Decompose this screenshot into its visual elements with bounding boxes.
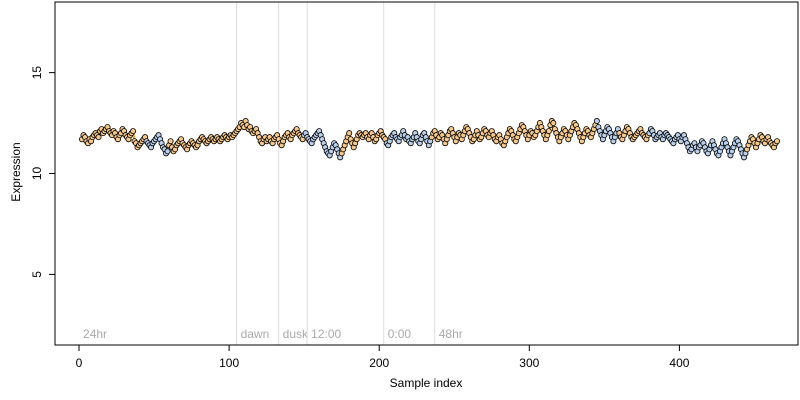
data-point <box>95 134 102 141</box>
data-point <box>130 128 137 135</box>
region-markers: 24hr dawn dusk 12:00 0:00 48hr <box>83 2 463 345</box>
data-point <box>545 128 552 135</box>
data-point <box>773 138 780 145</box>
y-tick-label: 15 <box>30 66 44 80</box>
data-point <box>167 138 174 145</box>
data-point <box>346 130 353 137</box>
region-label: 24hr <box>83 327 107 341</box>
x-tick-label: 300 <box>519 356 539 370</box>
region-label: dawn <box>241 327 270 341</box>
region-label: 12:00 <box>311 327 341 341</box>
data-points <box>79 118 780 161</box>
data-point <box>550 120 557 127</box>
data-point <box>593 118 600 125</box>
x-tick-label: 200 <box>369 356 389 370</box>
x-tick-label: 100 <box>219 356 239 370</box>
y-tick-label: 5 <box>30 271 44 278</box>
x-tick-label: 400 <box>669 356 689 370</box>
axes: 0 100 200 300 400 5 10 15 <box>30 1 799 370</box>
x-tick-label: 0 <box>76 356 83 370</box>
x-axis-label: Sample index <box>390 376 463 390</box>
region-label: dusk <box>283 327 309 341</box>
region-label: 48hr <box>439 327 463 341</box>
y-axis-label: Expression <box>9 142 23 201</box>
y-tick-label: 10 <box>30 167 44 181</box>
plot-frame <box>54 1 799 346</box>
data-point <box>164 148 171 155</box>
region-label: 0:00 <box>388 327 412 341</box>
